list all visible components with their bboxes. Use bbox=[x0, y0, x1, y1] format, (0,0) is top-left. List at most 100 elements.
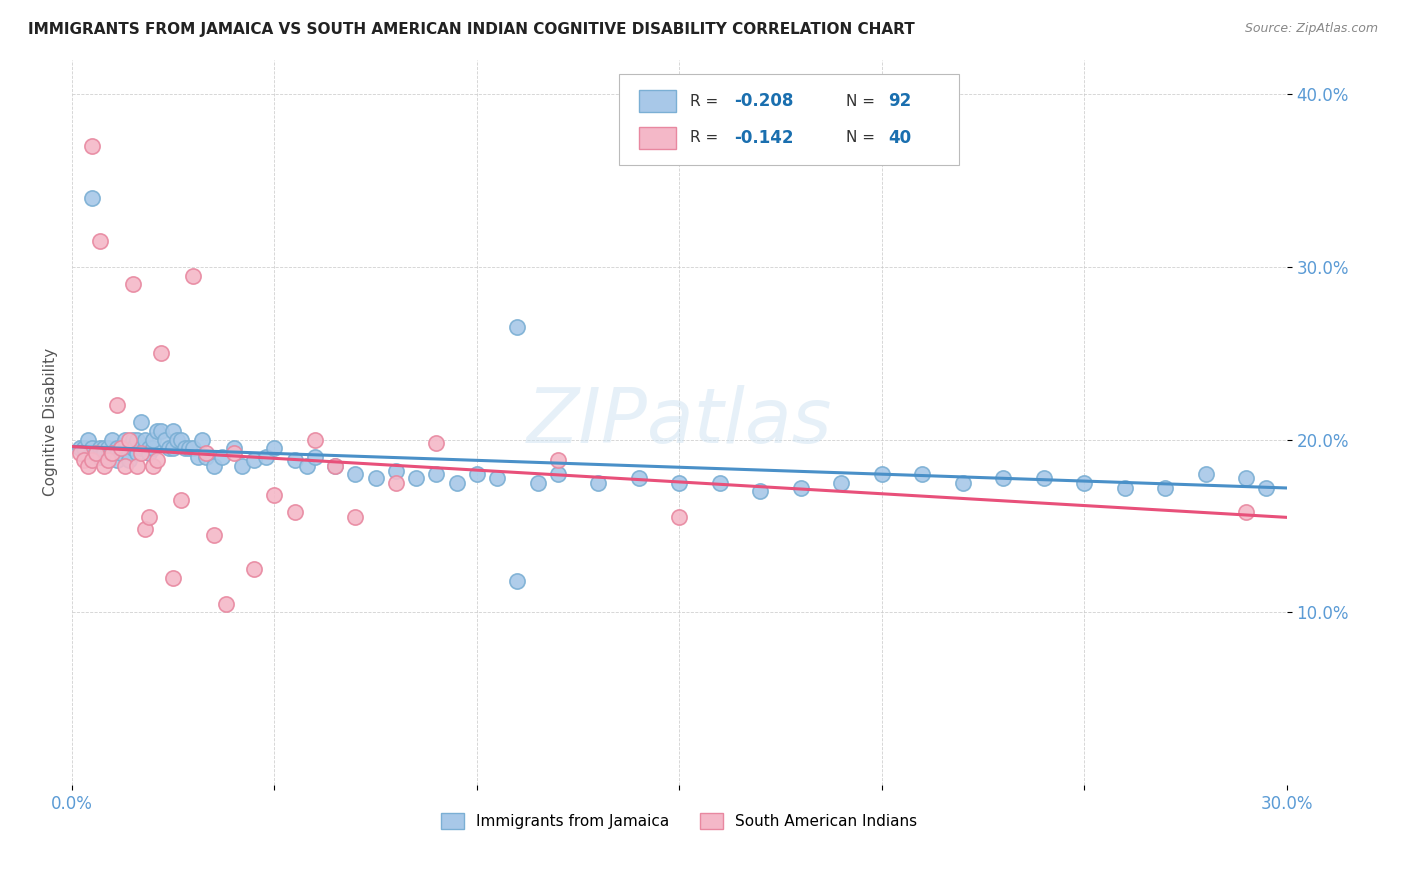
Point bbox=[162, 424, 184, 438]
Point bbox=[263, 442, 285, 456]
Point bbox=[138, 442, 160, 456]
Point bbox=[364, 470, 387, 484]
Point bbox=[125, 446, 148, 460]
Point bbox=[110, 442, 132, 456]
Point bbox=[1114, 481, 1136, 495]
Point bbox=[101, 446, 124, 460]
Point bbox=[162, 571, 184, 585]
Point bbox=[911, 467, 934, 482]
Point bbox=[211, 450, 233, 464]
Point bbox=[1256, 481, 1278, 495]
Point bbox=[425, 467, 447, 482]
Point bbox=[77, 458, 100, 473]
Bar bbox=[640, 90, 676, 112]
Point bbox=[142, 442, 165, 456]
Point bbox=[243, 562, 266, 576]
Point bbox=[97, 450, 120, 464]
Point bbox=[146, 453, 169, 467]
Point bbox=[93, 458, 115, 473]
Point bbox=[385, 475, 408, 490]
Point bbox=[73, 453, 96, 467]
Point bbox=[114, 458, 136, 473]
Point bbox=[150, 424, 173, 438]
Point bbox=[125, 458, 148, 473]
Point bbox=[385, 464, 408, 478]
Point bbox=[129, 415, 152, 429]
Point bbox=[668, 510, 690, 524]
Point bbox=[101, 433, 124, 447]
Point bbox=[77, 450, 100, 464]
Point bbox=[82, 191, 104, 205]
Point bbox=[1234, 470, 1257, 484]
Text: N =: N = bbox=[845, 94, 880, 109]
Point bbox=[69, 442, 91, 456]
Point bbox=[547, 453, 569, 467]
Point bbox=[1073, 475, 1095, 490]
Point bbox=[121, 442, 143, 456]
Text: Source: ZipAtlas.com: Source: ZipAtlas.com bbox=[1244, 22, 1378, 36]
Point bbox=[1234, 505, 1257, 519]
Point bbox=[506, 320, 529, 334]
Point bbox=[89, 450, 111, 464]
Point bbox=[284, 453, 307, 467]
Point bbox=[194, 446, 217, 460]
Point bbox=[526, 475, 548, 490]
Point bbox=[125, 433, 148, 447]
Point bbox=[194, 450, 217, 464]
Y-axis label: Cognitive Disability: Cognitive Disability bbox=[44, 348, 58, 497]
Point bbox=[84, 450, 107, 464]
Point bbox=[118, 446, 141, 460]
Point bbox=[202, 527, 225, 541]
Point bbox=[129, 442, 152, 456]
Text: 40: 40 bbox=[889, 128, 911, 147]
Point bbox=[105, 442, 128, 456]
Point bbox=[231, 458, 253, 473]
Point bbox=[1194, 467, 1216, 482]
Point bbox=[138, 446, 160, 460]
Text: IMMIGRANTS FROM JAMAICA VS SOUTH AMERICAN INDIAN COGNITIVE DISABILITY CORRELATIO: IMMIGRANTS FROM JAMAICA VS SOUTH AMERICA… bbox=[28, 22, 915, 37]
Point bbox=[170, 433, 193, 447]
Text: -0.208: -0.208 bbox=[734, 92, 793, 110]
Point bbox=[465, 467, 488, 482]
Point bbox=[993, 470, 1015, 484]
Point bbox=[405, 470, 427, 484]
Point bbox=[118, 433, 141, 447]
Point bbox=[134, 523, 156, 537]
Point bbox=[142, 458, 165, 473]
Point bbox=[222, 442, 245, 456]
Point bbox=[146, 424, 169, 438]
Point bbox=[166, 433, 188, 447]
Point bbox=[190, 433, 212, 447]
Point bbox=[134, 442, 156, 456]
Point bbox=[121, 277, 143, 292]
Point bbox=[243, 453, 266, 467]
Point bbox=[105, 453, 128, 467]
Point bbox=[183, 268, 205, 283]
Point bbox=[114, 442, 136, 456]
Point bbox=[84, 446, 107, 460]
Text: N =: N = bbox=[845, 130, 880, 145]
Point bbox=[202, 458, 225, 473]
Point bbox=[830, 475, 852, 490]
FancyBboxPatch shape bbox=[619, 74, 959, 165]
Legend: Immigrants from Jamaica, South American Indians: Immigrants from Jamaica, South American … bbox=[434, 807, 924, 836]
Point bbox=[82, 139, 104, 153]
Point bbox=[110, 442, 132, 456]
Point bbox=[134, 433, 156, 447]
Point bbox=[142, 433, 165, 447]
Point bbox=[114, 433, 136, 447]
Text: -0.142: -0.142 bbox=[734, 128, 793, 147]
Bar bbox=[640, 127, 676, 149]
Point bbox=[82, 446, 104, 460]
Text: ZIPatlas: ZIPatlas bbox=[527, 385, 832, 459]
Point bbox=[295, 458, 318, 473]
Point bbox=[344, 510, 367, 524]
Point bbox=[446, 475, 468, 490]
Point bbox=[284, 505, 307, 519]
Point bbox=[425, 436, 447, 450]
Point bbox=[1032, 470, 1054, 484]
Point bbox=[157, 442, 180, 456]
Point bbox=[101, 446, 124, 460]
Point bbox=[749, 484, 772, 499]
Point bbox=[1154, 481, 1177, 495]
